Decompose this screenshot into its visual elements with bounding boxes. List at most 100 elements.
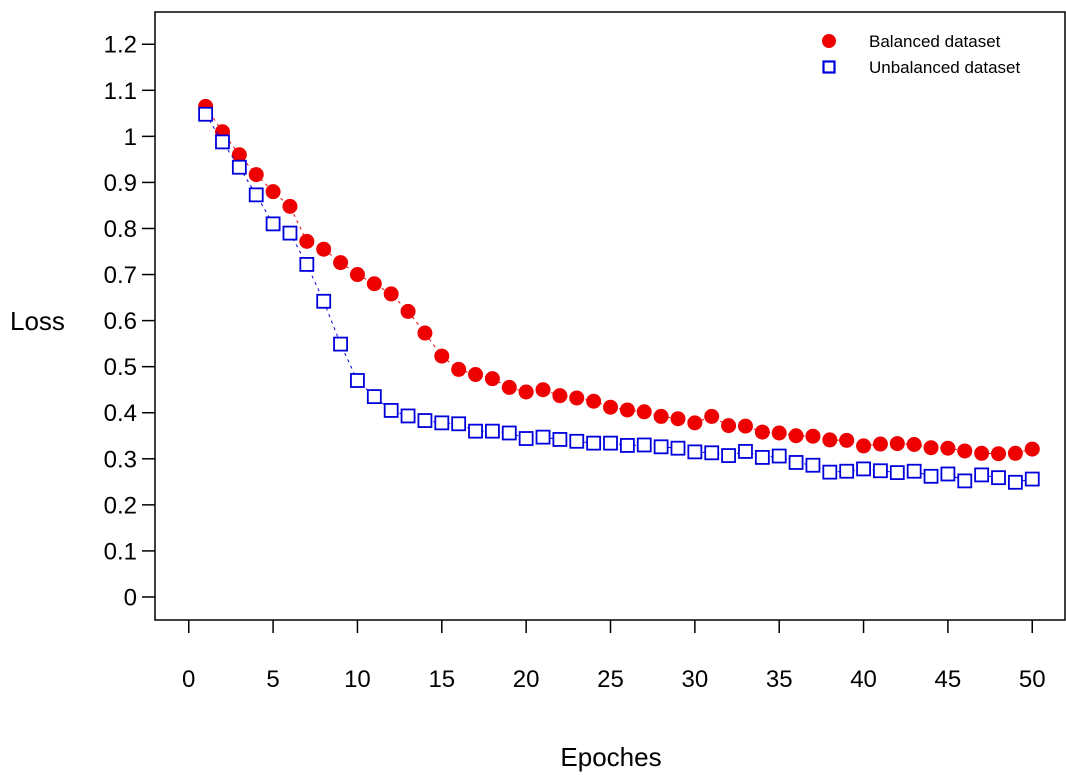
data-point bbox=[805, 428, 821, 444]
data-point bbox=[299, 233, 315, 249]
y-tick-label: 1 bbox=[124, 124, 137, 151]
data-point bbox=[434, 348, 450, 364]
data-marks bbox=[198, 98, 1040, 490]
y-tick-label: 0.7 bbox=[104, 262, 137, 289]
legend-marker bbox=[822, 60, 836, 74]
data-point bbox=[586, 435, 602, 451]
data-point bbox=[518, 384, 534, 400]
data-point bbox=[687, 415, 703, 431]
data-point bbox=[518, 431, 534, 446]
data-point bbox=[383, 286, 399, 302]
data-point bbox=[839, 463, 855, 479]
data-point bbox=[737, 418, 753, 434]
data-point bbox=[974, 445, 990, 461]
data-point bbox=[788, 428, 804, 444]
x-axis-title: Epoches bbox=[560, 742, 661, 772]
x-tick-label: 15 bbox=[428, 666, 455, 693]
y-tick-label: 1.1 bbox=[104, 78, 137, 105]
x-tick-label: 45 bbox=[935, 666, 962, 693]
data-point bbox=[754, 450, 770, 465]
data-point bbox=[974, 467, 990, 483]
data-point bbox=[366, 276, 382, 292]
y-tick-label: 0.5 bbox=[104, 354, 137, 381]
data-point bbox=[721, 448, 736, 463]
data-point bbox=[451, 416, 467, 432]
data-point bbox=[485, 423, 500, 439]
data-point bbox=[771, 448, 787, 464]
x-tick-label: 30 bbox=[682, 666, 709, 693]
data-point bbox=[653, 408, 669, 424]
data-point bbox=[535, 382, 551, 398]
data-point bbox=[265, 184, 281, 200]
data-point bbox=[991, 446, 1007, 462]
data-point bbox=[282, 225, 298, 241]
data-point bbox=[383, 403, 399, 418]
data-point bbox=[248, 167, 264, 183]
data-point bbox=[417, 413, 433, 428]
data-point bbox=[889, 436, 905, 452]
data-point bbox=[889, 465, 905, 481]
data-point bbox=[231, 159, 247, 175]
data-point bbox=[350, 373, 365, 388]
data-point bbox=[316, 241, 332, 257]
data-point bbox=[704, 408, 720, 424]
data-point bbox=[670, 440, 686, 456]
x-tick-label: 35 bbox=[766, 666, 793, 693]
data-point bbox=[619, 438, 635, 453]
data-point bbox=[400, 303, 416, 319]
data-point bbox=[333, 255, 349, 271]
data-point bbox=[1007, 445, 1023, 461]
data-point bbox=[333, 336, 348, 352]
plot-frame bbox=[154, 11, 1066, 621]
y-tick-label: 1.2 bbox=[104, 32, 137, 59]
data-point bbox=[754, 424, 770, 440]
data-point bbox=[839, 432, 855, 448]
data-point bbox=[552, 388, 568, 404]
y-axis-title: Loss bbox=[10, 306, 65, 336]
data-point bbox=[636, 437, 652, 453]
data-point bbox=[198, 106, 214, 122]
data-point bbox=[349, 267, 365, 283]
data-point bbox=[603, 399, 618, 415]
data-point bbox=[906, 463, 922, 479]
y-tick-label: 0.9 bbox=[104, 170, 137, 197]
data-point bbox=[906, 437, 922, 453]
y-tick-label: 0.2 bbox=[104, 492, 137, 519]
data-point bbox=[721, 418, 737, 434]
data-point bbox=[957, 473, 973, 489]
data-point bbox=[215, 134, 230, 150]
legend-label: Unbalanced dataset bbox=[869, 58, 1021, 77]
data-point bbox=[923, 468, 939, 484]
data-point bbox=[451, 361, 467, 377]
data-point bbox=[316, 293, 332, 309]
series-balanced bbox=[198, 98, 1040, 462]
data-point bbox=[468, 423, 483, 439]
data-point bbox=[299, 257, 315, 272]
data-point bbox=[788, 455, 804, 470]
data-point bbox=[248, 187, 264, 203]
data-point bbox=[484, 371, 500, 387]
data-point bbox=[940, 466, 956, 482]
data-point bbox=[923, 440, 939, 456]
data-point bbox=[704, 445, 720, 461]
data-point bbox=[569, 433, 585, 449]
legend: Balanced dataset Unbalanced dataset bbox=[822, 32, 1021, 77]
data-point bbox=[569, 390, 585, 406]
series-connector-line bbox=[205, 106, 1033, 455]
data-point bbox=[603, 435, 618, 451]
data-point bbox=[771, 425, 787, 441]
data-point bbox=[1024, 471, 1040, 487]
data-point bbox=[873, 463, 888, 479]
data-point bbox=[1024, 441, 1040, 457]
x-tick-label: 20 bbox=[513, 666, 540, 693]
y-tick-label: 0.1 bbox=[104, 538, 137, 565]
data-point bbox=[636, 404, 652, 420]
data-point bbox=[282, 198, 298, 214]
data-point bbox=[856, 461, 871, 477]
data-point bbox=[822, 464, 838, 480]
data-point bbox=[400, 408, 416, 424]
y-axis: 0 0.1 0.2 0.3 0.4 0.5 0.6 0.7 0.8 0.9 1 1.1 1.2 bbox=[104, 32, 155, 611]
x-axis: 0 5 10 15 20 25 30 35 40 45 50 bbox=[182, 620, 1046, 693]
data-point bbox=[1007, 474, 1023, 490]
